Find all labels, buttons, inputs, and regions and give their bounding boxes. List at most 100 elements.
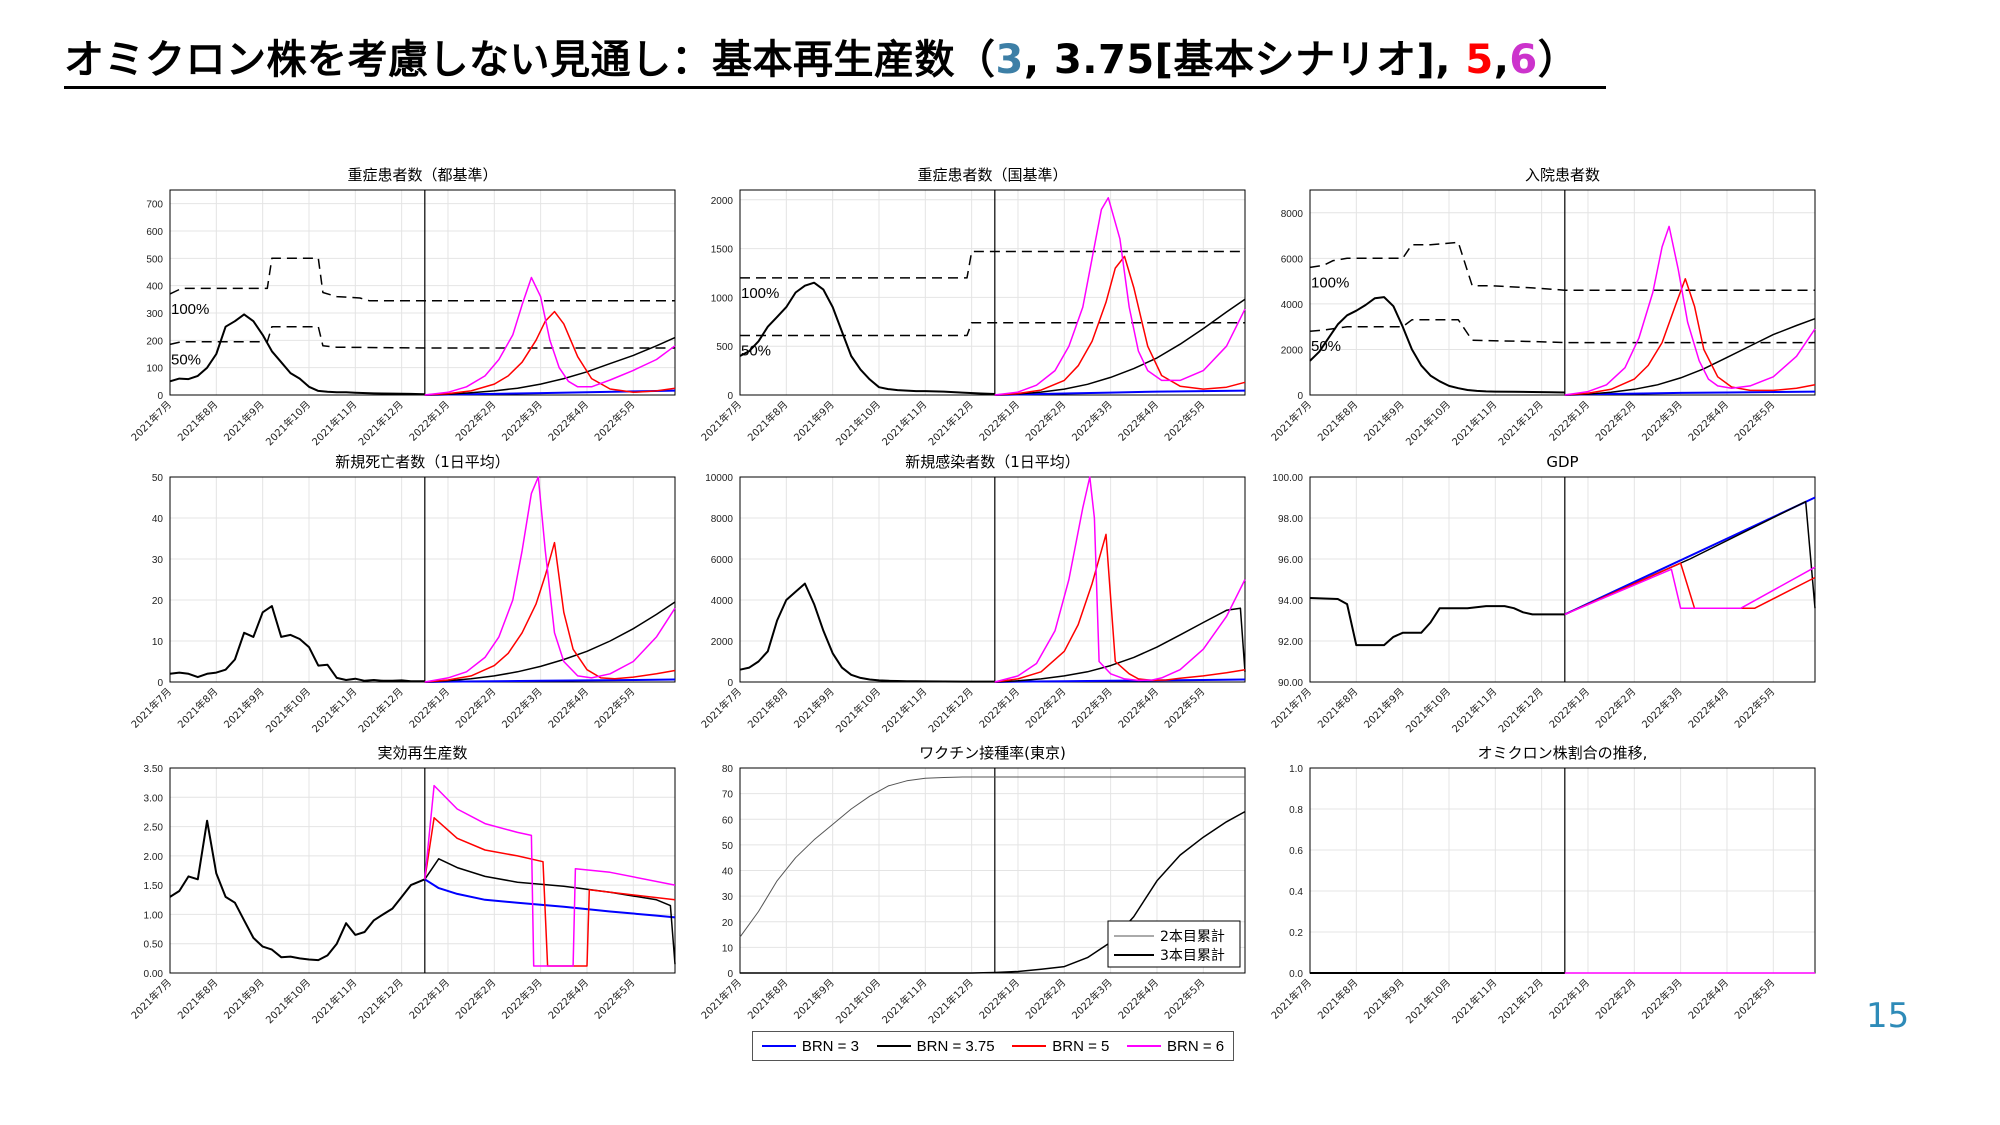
x-tick-label: 2021年8月 bbox=[1315, 976, 1361, 1022]
x-tick-label: 2022年1月 bbox=[406, 685, 452, 731]
x-tick-label: 2022年5月 bbox=[1732, 398, 1778, 444]
y-tick-label: 1.00 bbox=[144, 910, 164, 921]
plot-frame bbox=[169, 767, 676, 974]
x-tick-label: 2021年7月 bbox=[128, 685, 174, 731]
title-separator: , bbox=[1435, 37, 1451, 83]
x-tick-label: 2022年2月 bbox=[453, 398, 499, 444]
annotation-50pct: 50% bbox=[171, 351, 201, 368]
y-tick-label: 500 bbox=[146, 254, 163, 265]
series-hist bbox=[739, 582, 995, 683]
legend-label: BRN = 3.75 bbox=[916, 1037, 995, 1055]
x-tick-label: 2021年10月 bbox=[833, 398, 883, 448]
x-tick-label: 2022年3月 bbox=[1069, 976, 1115, 1022]
x-tick-label: 2021年11月 bbox=[1449, 398, 1499, 448]
chart-rt: 実効再生産数 0.00 0.50 1.00 1.50 2.00 2.50 3.00 3.50 20… bbox=[128, 744, 676, 1026]
series-hist bbox=[169, 605, 425, 683]
plot-frame bbox=[739, 476, 1246, 683]
y-tick-label: 10 bbox=[722, 943, 734, 954]
legend-item-brn5: BRN = 5 bbox=[1012, 1038, 1109, 1055]
y-tick-label: 0.00 bbox=[144, 969, 164, 980]
x-tick-label: 2021年7月 bbox=[698, 685, 744, 731]
y-tick-label: 6000 bbox=[711, 555, 734, 566]
x-tick-label: 2021年8月 bbox=[175, 685, 221, 731]
x-tick-label: 2021年7月 bbox=[698, 398, 744, 444]
x-tick-label: 2021年12月 bbox=[1495, 398, 1545, 448]
x-tick-label: 2022年4月 bbox=[545, 398, 591, 444]
series-cap100 bbox=[740, 250, 1245, 279]
y-tick-label: 2000 bbox=[711, 637, 734, 648]
y-tick-label: 70 bbox=[722, 790, 734, 801]
x-tick-label: 2021年10月 bbox=[263, 976, 313, 1026]
series-brn375 bbox=[424, 858, 676, 965]
y-tick-label: 3.50 bbox=[144, 764, 164, 775]
legend-swatch bbox=[761, 1045, 796, 1047]
x-tick-label: 2022年3月 bbox=[1069, 685, 1115, 731]
y-tick-label: 20 bbox=[152, 596, 164, 607]
annotation-50pct: 50% bbox=[1311, 338, 1341, 355]
series-cap50 bbox=[169, 325, 675, 349]
x-tick-label: 2022年5月 bbox=[1162, 685, 1208, 731]
x-tick-label: 2021年7月 bbox=[128, 398, 174, 444]
x-tick-label: 2021年9月 bbox=[1361, 976, 1407, 1022]
x-tick-label: 2021年12月 bbox=[355, 398, 405, 448]
x-tick-label: 2021年11月 bbox=[309, 976, 359, 1026]
y-tick-label: 0 bbox=[157, 678, 163, 689]
y-tick-label: 4000 bbox=[1281, 300, 1304, 311]
y-tick-label: 8000 bbox=[1281, 209, 1304, 220]
series-brn6 bbox=[994, 476, 1246, 683]
y-tick-label: 80 bbox=[722, 764, 734, 775]
series-brn6 bbox=[1564, 566, 1816, 616]
series-brn375 bbox=[424, 601, 676, 683]
x-tick-label: 2022年5月 bbox=[1732, 976, 1778, 1022]
series-brn375 bbox=[1564, 317, 1816, 396]
x-tick-label: 2021年9月 bbox=[791, 976, 837, 1022]
chart-new-cases: 新規感染者数（1日平均） 0 2000 4000 6000 8000 10000 2021年7… bbox=[698, 453, 1246, 735]
x-tick-label: 2022年4月 bbox=[1685, 976, 1731, 1022]
y-tick-label: 0.8 bbox=[1289, 805, 1303, 816]
x-tick-label: 2021年11月 bbox=[879, 976, 929, 1026]
x-tick-label: 2021年8月 bbox=[1315, 685, 1361, 731]
series-hist bbox=[169, 819, 426, 962]
y-tick-label: 4000 bbox=[711, 596, 734, 607]
y-tick-label: 3.00 bbox=[144, 793, 164, 804]
series-cap50 bbox=[740, 322, 1245, 337]
x-tick-label: 2021年10月 bbox=[263, 398, 313, 448]
series-brn6 bbox=[1564, 225, 1816, 396]
x-tick-label: 2021年11月 bbox=[879, 685, 929, 735]
title-brn-5: 5 bbox=[1450, 37, 1494, 83]
inner-legend-label: 3本目累計 bbox=[1160, 948, 1225, 964]
legend-swatch bbox=[1127, 1045, 1162, 1047]
plot-frame bbox=[1309, 767, 1816, 974]
x-tick-label: 2021年12月 bbox=[1495, 685, 1545, 735]
annotation-100pct: 100% bbox=[1311, 274, 1349, 291]
series-hist bbox=[169, 313, 425, 396]
title-suffix: ） bbox=[1537, 37, 1579, 83]
y-tick-label: 90.00 bbox=[1278, 678, 1303, 689]
y-tick-label: 0 bbox=[727, 678, 733, 689]
x-tick-label: 2022年3月 bbox=[1639, 398, 1685, 444]
legend-swatch bbox=[876, 1045, 911, 1047]
legend-item-brn375: BRN = 3.75 bbox=[876, 1037, 995, 1055]
x-tick-label: 2022年2月 bbox=[1593, 398, 1639, 444]
chart-legend: BRN = 3 BRN = 3.75 BRN = 5 BRN = 6 bbox=[752, 1031, 1234, 1061]
y-tick-label: 94.00 bbox=[1278, 596, 1303, 607]
legend-label: BRN = 6 bbox=[1167, 1037, 1225, 1055]
x-tick-label: 2021年12月 bbox=[355, 976, 405, 1026]
y-tick-label: 30 bbox=[152, 555, 164, 566]
x-tick-label: 2022年1月 bbox=[1546, 976, 1592, 1022]
x-tick-label: 2021年9月 bbox=[221, 685, 267, 731]
x-tick-label: 2021年8月 bbox=[175, 976, 221, 1022]
series-hist bbox=[739, 281, 995, 395]
x-tick-label: 2021年8月 bbox=[1315, 398, 1361, 444]
x-tick-label: 2022年3月 bbox=[1639, 685, 1685, 731]
x-tick-label: 2022年4月 bbox=[1685, 398, 1731, 444]
y-tick-label: 0 bbox=[157, 391, 163, 402]
x-tick-label: 2022年2月 bbox=[1593, 976, 1639, 1022]
x-tick-label: 2021年12月 bbox=[925, 976, 975, 1026]
x-tick-label: 2022年1月 bbox=[406, 398, 452, 444]
x-tick-label: 2022年4月 bbox=[1115, 976, 1161, 1022]
x-tick-label: 2021年11月 bbox=[1449, 685, 1499, 735]
